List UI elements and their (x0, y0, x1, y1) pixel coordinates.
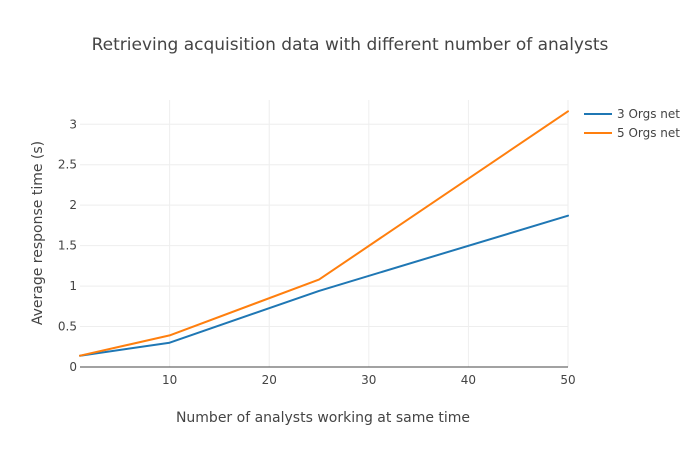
x-axis-title: Number of analysts working at same time (176, 410, 470, 426)
axes: 10 20 30 40 50 0 0.5 1 1.5 2 2.5 3 (58, 117, 576, 387)
x-tick-label: 30 (361, 373, 376, 387)
series-line-5-orgs-net (79, 110, 569, 357)
chart-title: Retrieving acquisition data with differe… (92, 35, 609, 55)
x-tick-label: 10 (162, 373, 177, 387)
y-tick-label: 0 (69, 360, 77, 374)
y-tick-label: 1.5 (58, 239, 77, 253)
y-tick-label: 2 (69, 198, 77, 212)
y-axis-title: Average response time (s) (30, 141, 46, 325)
legend-item[interactable]: 3 Orgs net (584, 107, 680, 121)
series-line-3-orgs-net (79, 214, 569, 357)
y-tick-label: 2.5 (58, 158, 77, 172)
x-tick-label: 50 (560, 373, 575, 387)
legend-label: 5 Orgs net (617, 126, 680, 140)
y-tick-label: 1 (69, 279, 77, 293)
y-tick-label: 0.5 (58, 320, 77, 334)
legend-item[interactable]: 5 Orgs net (584, 126, 680, 140)
legend-label: 3 Orgs net (617, 107, 680, 121)
x-tick-label: 20 (262, 373, 277, 387)
x-tick-label: 40 (461, 373, 476, 387)
y-tick-label: 3 (69, 117, 77, 131)
grid (80, 100, 569, 367)
legend: 3 Orgs net 5 Orgs net (584, 107, 680, 140)
series-group (79, 110, 569, 357)
